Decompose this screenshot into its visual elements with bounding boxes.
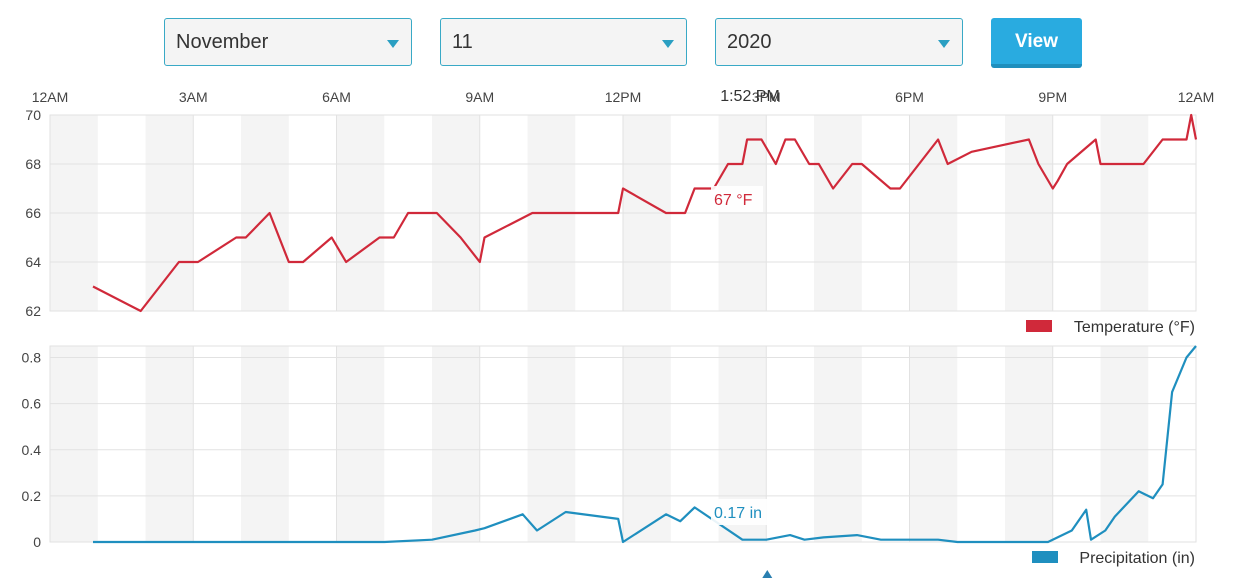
x-tick-label: 12AM	[32, 89, 69, 105]
chevron-down-icon	[938, 40, 950, 48]
temperature-tooltip-bg	[711, 186, 763, 212]
day-select-value: 11	[452, 31, 473, 53]
precipitation-tooltip: 0.17 in	[714, 505, 762, 522]
hour-band	[527, 346, 576, 542]
hour-band	[1005, 346, 1053, 542]
x-tick-label: 12AM	[1178, 89, 1215, 105]
y-tick-label: 0	[33, 534, 41, 550]
precipitation-legend-swatch	[1032, 551, 1058, 563]
x-tick-label: 6AM	[322, 89, 351, 105]
hour-band	[145, 346, 194, 542]
y-tick-label: 62	[25, 303, 41, 319]
hour-band	[432, 346, 480, 542]
hour-band	[336, 346, 385, 542]
year-select-value: 2020	[727, 31, 772, 53]
hour-band	[241, 346, 289, 542]
x-tick-label: 6PM	[895, 89, 924, 105]
y-tick-label: 0.2	[22, 488, 42, 504]
temperature-legend-swatch	[1026, 320, 1052, 332]
month-select[interactable]: November	[164, 18, 412, 66]
chevron-down-icon	[387, 40, 399, 48]
x-tick-label: 3AM	[179, 89, 208, 105]
y-tick-label: 0.6	[22, 396, 42, 412]
hour-band	[814, 346, 862, 542]
y-tick-label: 0.8	[22, 350, 42, 366]
temperature-line	[92, 113, 1198, 313]
cursor-marker-icon	[762, 570, 773, 578]
x-tick-label: 12PM	[605, 89, 642, 105]
view-button[interactable]: View	[991, 18, 1082, 68]
precipitation-tooltip-bg	[711, 499, 773, 525]
precipitation-legend-label: Precipitation (in)	[1079, 550, 1195, 567]
precipitation-line	[93, 345, 1197, 544]
y-tick-label: 68	[25, 156, 41, 172]
year-select[interactable]: 2020	[715, 18, 963, 66]
temperature-legend-label: Temperature (°F)	[1074, 319, 1195, 336]
hour-band	[909, 346, 958, 542]
y-tick-label: 64	[25, 254, 41, 270]
x-tick-label: 3PM	[752, 89, 781, 105]
chevron-down-icon	[662, 40, 674, 48]
hour-band	[50, 346, 98, 542]
month-select-value: November	[176, 31, 269, 53]
temperature-tooltip: 67 °F	[714, 192, 753, 209]
x-tick-label: 9AM	[465, 89, 494, 105]
day-select[interactable]: 11	[440, 18, 687, 66]
x-tick-label: 9PM	[1038, 89, 1067, 105]
cursor-time-label: 1:52 PM	[720, 88, 780, 105]
y-tick-label: 70	[25, 107, 41, 123]
y-tick-label: 66	[25, 205, 41, 221]
hour-band	[623, 346, 671, 542]
hour-band	[1100, 346, 1149, 542]
y-tick-label: 0.4	[22, 442, 42, 458]
